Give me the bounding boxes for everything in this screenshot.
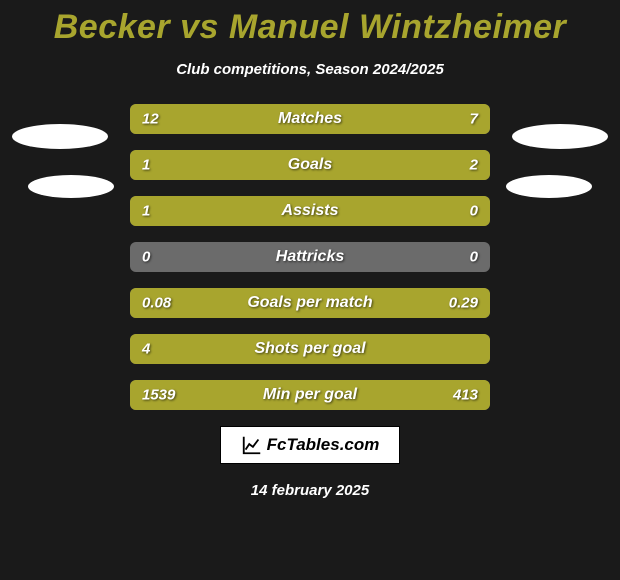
metric-label: Hattricks — [276, 248, 344, 266]
value-right: 2 — [470, 157, 478, 174]
value-left: 0 — [142, 249, 150, 266]
decorative-ellipse — [512, 124, 608, 149]
value-right: 0 — [470, 249, 478, 266]
comparison-row: 4 Shots per goal — [130, 334, 490, 364]
value-left: 1 — [142, 203, 150, 220]
comparison-row: 1 2 Goals — [130, 150, 490, 180]
decorative-ellipse — [12, 124, 108, 149]
comparison-row: 0.08 0.29 Goals per match — [130, 288, 490, 318]
fctables-logo[interactable]: FcTables.com — [220, 426, 400, 464]
metric-label: Goals — [288, 156, 332, 174]
value-left: 12 — [142, 111, 159, 128]
chart-icon — [241, 434, 263, 456]
bar-right-fill — [249, 150, 490, 180]
value-left: 4 — [142, 341, 150, 358]
value-right: 0.29 — [449, 295, 478, 312]
bar-left-fill — [130, 196, 400, 226]
value-left: 0.08 — [142, 295, 171, 312]
value-right: 0 — [470, 203, 478, 220]
metric-label: Matches — [278, 110, 342, 128]
date-text: 14 february 2025 — [0, 482, 620, 499]
logo-text: FcTables.com — [267, 435, 380, 455]
comparison-row: 1 0 Assists — [130, 196, 490, 226]
subtitle: Club competitions, Season 2024/2025 — [0, 61, 620, 78]
comparison-row: 12 7 Matches — [130, 104, 490, 134]
comparison-row: 0 0 Hattricks — [130, 242, 490, 272]
value-left: 1539 — [142, 387, 175, 404]
metric-label: Shots per goal — [254, 340, 365, 358]
value-right: 413 — [453, 387, 478, 404]
value-left: 1 — [142, 157, 150, 174]
decorative-ellipse — [506, 175, 592, 198]
metric-label: Goals per match — [247, 294, 372, 312]
metric-label: Min per goal — [263, 386, 357, 404]
decorative-ellipse — [28, 175, 114, 198]
comparison-chart: 127Matches12Goals10Assists00Hattricks0.0… — [130, 104, 490, 410]
value-right: 7 — [470, 111, 478, 128]
metric-label: Assists — [282, 202, 339, 220]
comparison-row: 1539 413 Min per goal — [130, 380, 490, 410]
page-title: Becker vs Manuel Wintzheimer — [0, 0, 620, 47]
